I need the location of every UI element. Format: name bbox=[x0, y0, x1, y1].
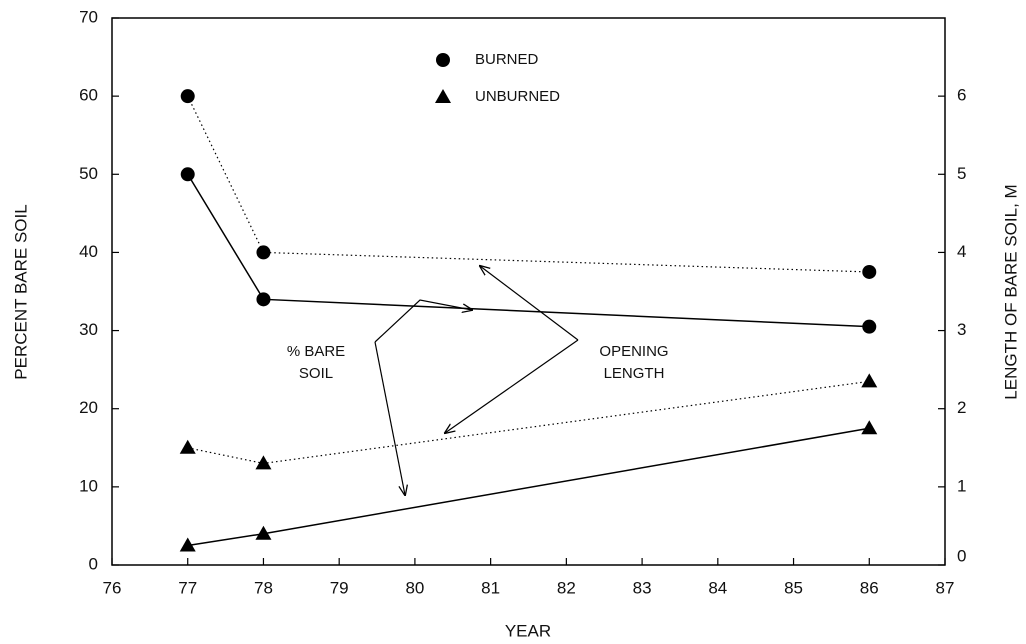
point bbox=[179, 439, 196, 454]
annotation: SOIL bbox=[299, 365, 333, 382]
legend-label: BURNED bbox=[475, 51, 539, 68]
x-tick-label: 87 bbox=[936, 578, 955, 597]
series-line bbox=[187, 380, 870, 465]
point bbox=[180, 89, 195, 104]
y-tick-label: 40 bbox=[79, 242, 98, 261]
legend-marker bbox=[435, 89, 451, 103]
y2-tick-label: 1 bbox=[957, 476, 966, 495]
y2-tick-label: 4 bbox=[957, 242, 966, 261]
point bbox=[180, 167, 195, 182]
series-line bbox=[187, 173, 870, 328]
annotation-arrows bbox=[374, 266, 579, 495]
y2-axis-label: LENGTH OF BARE SOIL, M bbox=[1001, 184, 1020, 399]
plot-frame bbox=[111, 17, 946, 566]
y-tick-label: 30 bbox=[79, 320, 98, 339]
point bbox=[256, 245, 271, 260]
point bbox=[256, 292, 271, 307]
x-tick-label: 85 bbox=[784, 578, 803, 597]
legend-label: UNBURNED bbox=[475, 88, 560, 105]
y-tick-label: 60 bbox=[79, 86, 98, 105]
annotation: OPENING bbox=[599, 343, 668, 360]
x-tick-label: 78 bbox=[254, 578, 273, 597]
x-tick-label: 86 bbox=[860, 578, 879, 597]
point bbox=[179, 537, 196, 552]
x-tick-label: 79 bbox=[330, 578, 349, 597]
y2-tick-label: 3 bbox=[957, 320, 966, 339]
annotation: LENGTH bbox=[604, 365, 665, 382]
point bbox=[255, 455, 272, 470]
y2-tick-label: 6 bbox=[957, 86, 966, 105]
x-axis-label: YEAR bbox=[505, 621, 551, 640]
point bbox=[862, 319, 877, 334]
x-tick-label: 80 bbox=[405, 578, 424, 597]
annotation: % BARE bbox=[287, 343, 345, 360]
y-tick-label: 10 bbox=[79, 476, 98, 495]
series-line bbox=[187, 427, 870, 547]
x-tick-label: 81 bbox=[481, 578, 500, 597]
y2-tick-label: 0 bbox=[957, 546, 966, 565]
y2-tick-label: 2 bbox=[957, 398, 966, 417]
y-tick-label: 50 bbox=[79, 164, 98, 183]
point bbox=[255, 525, 272, 540]
y-tick-label: 0 bbox=[89, 554, 98, 573]
point bbox=[861, 420, 878, 435]
x-tick-label: 77 bbox=[178, 578, 197, 597]
x-tick-label: 76 bbox=[103, 578, 122, 597]
y-tick-label: 20 bbox=[79, 398, 98, 417]
x-tick-label: 84 bbox=[708, 578, 727, 597]
y-axis-label: PERCENT BARE SOIL bbox=[11, 204, 30, 379]
legend-marker bbox=[436, 53, 450, 67]
y-tick-label: 70 bbox=[79, 7, 98, 26]
series-line bbox=[187, 95, 870, 273]
point bbox=[861, 373, 878, 388]
x-tick-label: 82 bbox=[557, 578, 576, 597]
x-tick-label: 83 bbox=[633, 578, 652, 597]
point bbox=[862, 264, 877, 279]
y2-tick-label: 5 bbox=[957, 164, 966, 183]
